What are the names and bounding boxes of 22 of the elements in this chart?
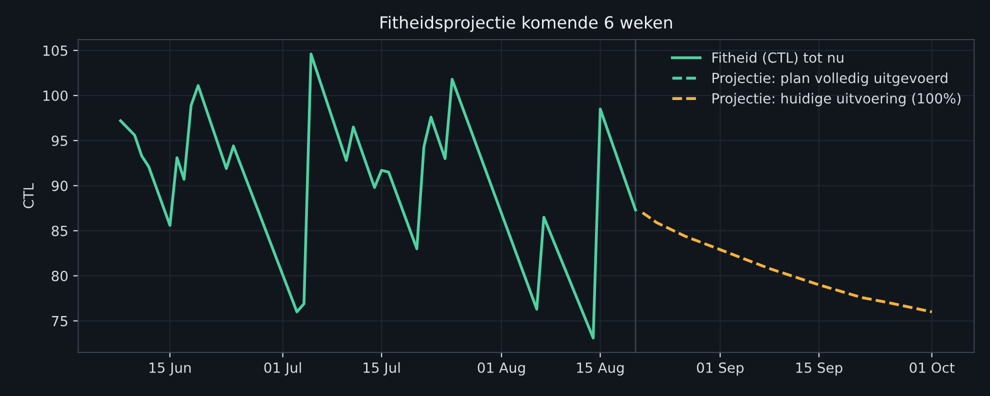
legend-label: Projectie: plan volledig uitgevoerd <box>712 72 948 86</box>
line-series <box>641 211 934 314</box>
x-tick-label: 15 Jun <box>150 362 191 376</box>
x-tick-label: 15 Sep <box>796 362 842 376</box>
x-tick-label: 01 Sep <box>696 362 744 376</box>
chart-title: Fitheidsprojectie komende 6 weken <box>380 16 672 32</box>
y-axis-title: CTL <box>23 183 34 208</box>
x-tick-label: 01 Oct <box>910 362 955 373</box>
x-tick-label: 15 Jul <box>364 362 400 376</box>
y-tick-label: 85 <box>52 226 68 236</box>
y-tick-label: 75 <box>52 316 68 326</box>
y-tick-label: 100 <box>44 90 68 101</box>
x-tick-label: 01 Aug <box>478 362 525 376</box>
legend-label: Fitheid (CTL) tot nu <box>712 52 844 64</box>
line-series <box>119 52 637 340</box>
x-tick-label: 01 Jul <box>264 362 301 376</box>
y-tick-label: 95 <box>52 136 68 146</box>
y-tick-label: 105 <box>44 45 68 56</box>
legend-label: Projectie: huidige uitvoering (100%) <box>712 92 960 106</box>
y-tick-label: 80 <box>52 270 68 282</box>
y-tick-label: 90 <box>52 180 68 192</box>
x-tick-label: 15 Aug <box>577 362 624 376</box>
